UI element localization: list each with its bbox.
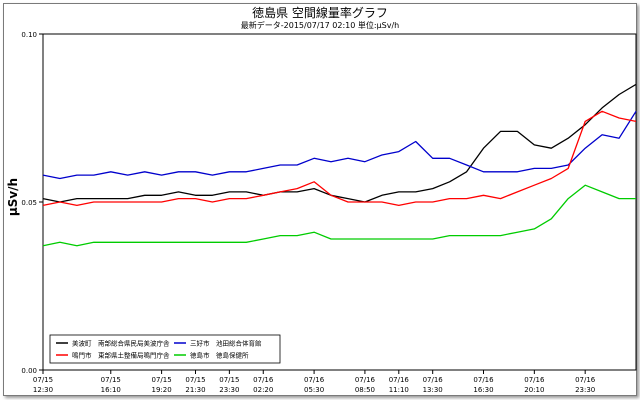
x-tick-label-date: 07/16 xyxy=(389,376,410,384)
x-tick-label-date: 07/16 xyxy=(423,376,444,384)
x-tick-label-date: 07/16 xyxy=(473,376,494,384)
x-tick-label-date: 07/16 xyxy=(304,376,325,384)
x-tick-label-date: 07/15 xyxy=(219,376,239,384)
legend-label-2: 鳴門市 東部県土整備局鳴門庁舎 xyxy=(72,351,170,360)
legend-label-0: 美波町 南部総合県民局美波庁舎 xyxy=(72,339,170,348)
y-tick-label: 0.10 xyxy=(21,31,37,39)
x-tick-label-time: 16:10 xyxy=(101,386,121,394)
y-tick-label: 0.00 xyxy=(21,367,37,375)
series-line-1 xyxy=(42,110,637,180)
x-tick-label-time: 13:30 xyxy=(423,386,443,394)
x-tick-label-date: 07/15 xyxy=(33,376,53,384)
x-tick-label-time: 12:30 xyxy=(33,386,53,394)
x-tick-label-time: 02:20 xyxy=(253,386,273,394)
x-tick-label-date: 07/16 xyxy=(355,376,376,384)
x-tick-label-date: 07/15 xyxy=(152,376,172,384)
x-tick-label-time: 08:50 xyxy=(355,386,375,394)
x-tick-label-time: 23:30 xyxy=(219,386,239,394)
legend-label-3: 徳島市 徳島保健所 xyxy=(190,351,249,360)
chart-title: 徳島県 空間線量率グラフ xyxy=(252,6,388,20)
x-tick-label-time: 16:30 xyxy=(473,386,493,394)
x-tick-label-date: 07/15 xyxy=(185,376,205,384)
chart-subtitle: 最新データ-2015/07/17 02:10 単位:μSv/h xyxy=(240,21,400,30)
x-tick-label-date: 07/16 xyxy=(524,376,545,384)
x-tick-label-date: 07/15 xyxy=(101,376,121,384)
x-tick-label-time: 23:30 xyxy=(575,386,595,394)
series-line-3 xyxy=(42,184,636,247)
legend-label-1: 三好市 池田総合体育館 xyxy=(190,339,262,348)
x-tick-label-date: 07/16 xyxy=(253,376,274,384)
y-tick-label: 0.05 xyxy=(21,199,37,207)
x-tick-label-time: 05:30 xyxy=(304,386,324,394)
x-tick-label-time: 20:10 xyxy=(524,386,544,394)
x-tick-label-time: 11:10 xyxy=(389,386,409,394)
series-line-2 xyxy=(42,110,637,207)
legend-box xyxy=(49,334,281,364)
x-tick-label-time: 19:20 xyxy=(152,386,172,394)
x-tick-label-date: 07/16 xyxy=(575,376,596,384)
series-line-0 xyxy=(42,83,637,203)
x-tick-label-time: 21:30 xyxy=(185,386,205,394)
